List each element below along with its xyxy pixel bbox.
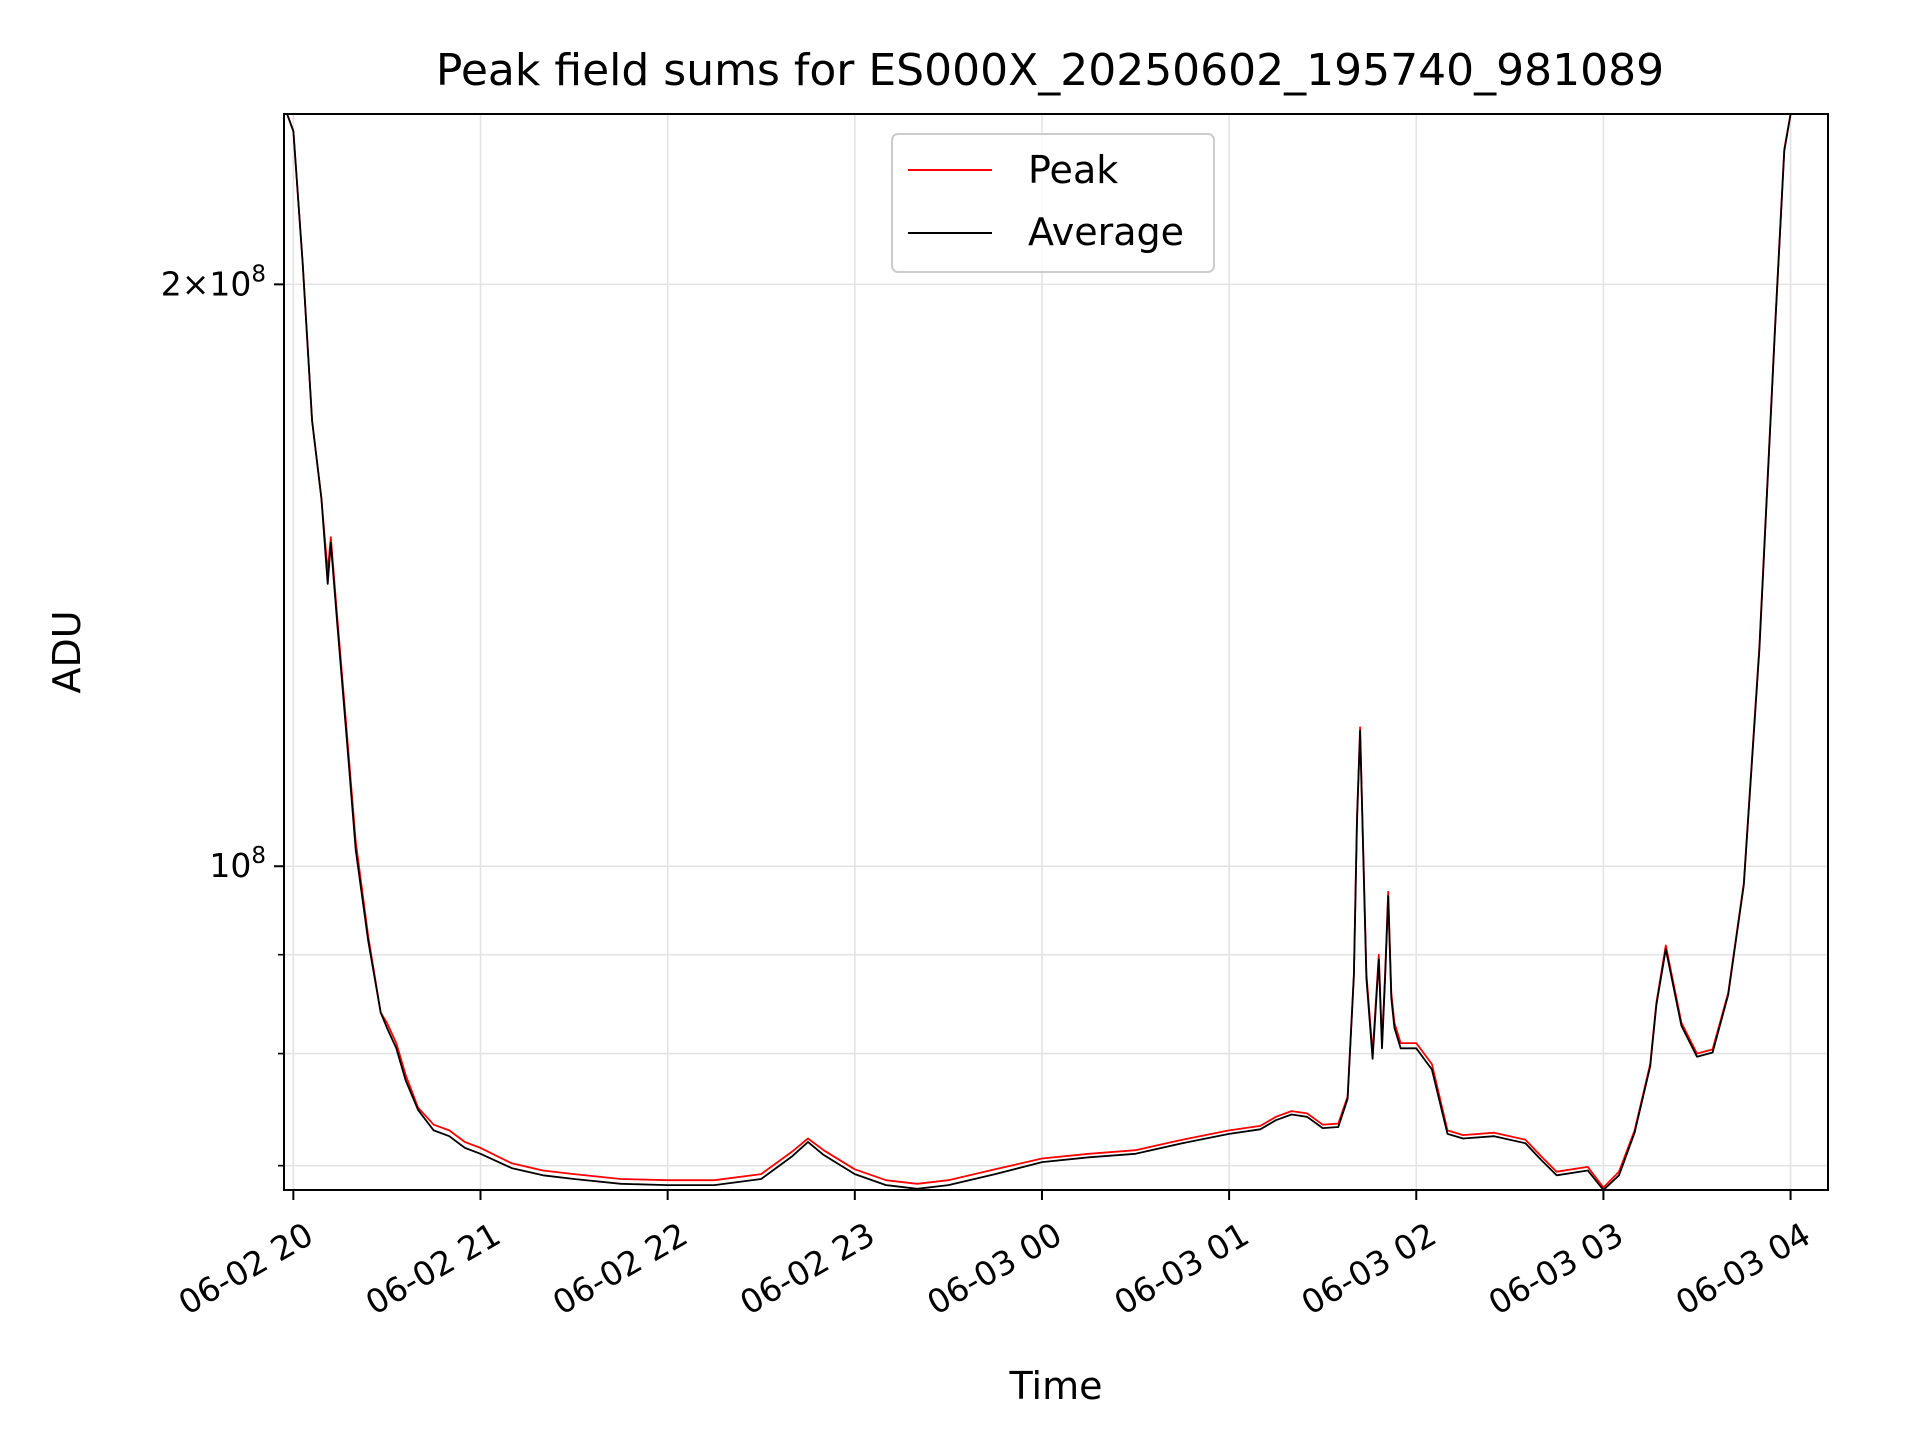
y-axis: 108 2×108 — [161, 261, 284, 1167]
legend-label-average: Average — [1028, 210, 1184, 254]
legend-box — [891, 133, 1215, 273]
y-tick-label: 2×108 — [161, 261, 266, 303]
grid-layer — [284, 114, 1828, 1190]
series-line-peak — [286, 114, 1792, 1189]
series-line-average — [286, 114, 1792, 1190]
y-tick-label: 108 — [209, 843, 266, 885]
legend: Peak Average — [891, 133, 1215, 273]
x-axis-label: Time — [1009, 1364, 1103, 1408]
y-axis-label: ADU — [45, 610, 89, 693]
series-layer — [286, 114, 1792, 1190]
chart-title: Peak field sums for ES000X_20250602_1957… — [436, 45, 1664, 96]
legend-label-peak: Peak — [1028, 148, 1118, 192]
plot-frame — [283, 113, 1829, 1191]
